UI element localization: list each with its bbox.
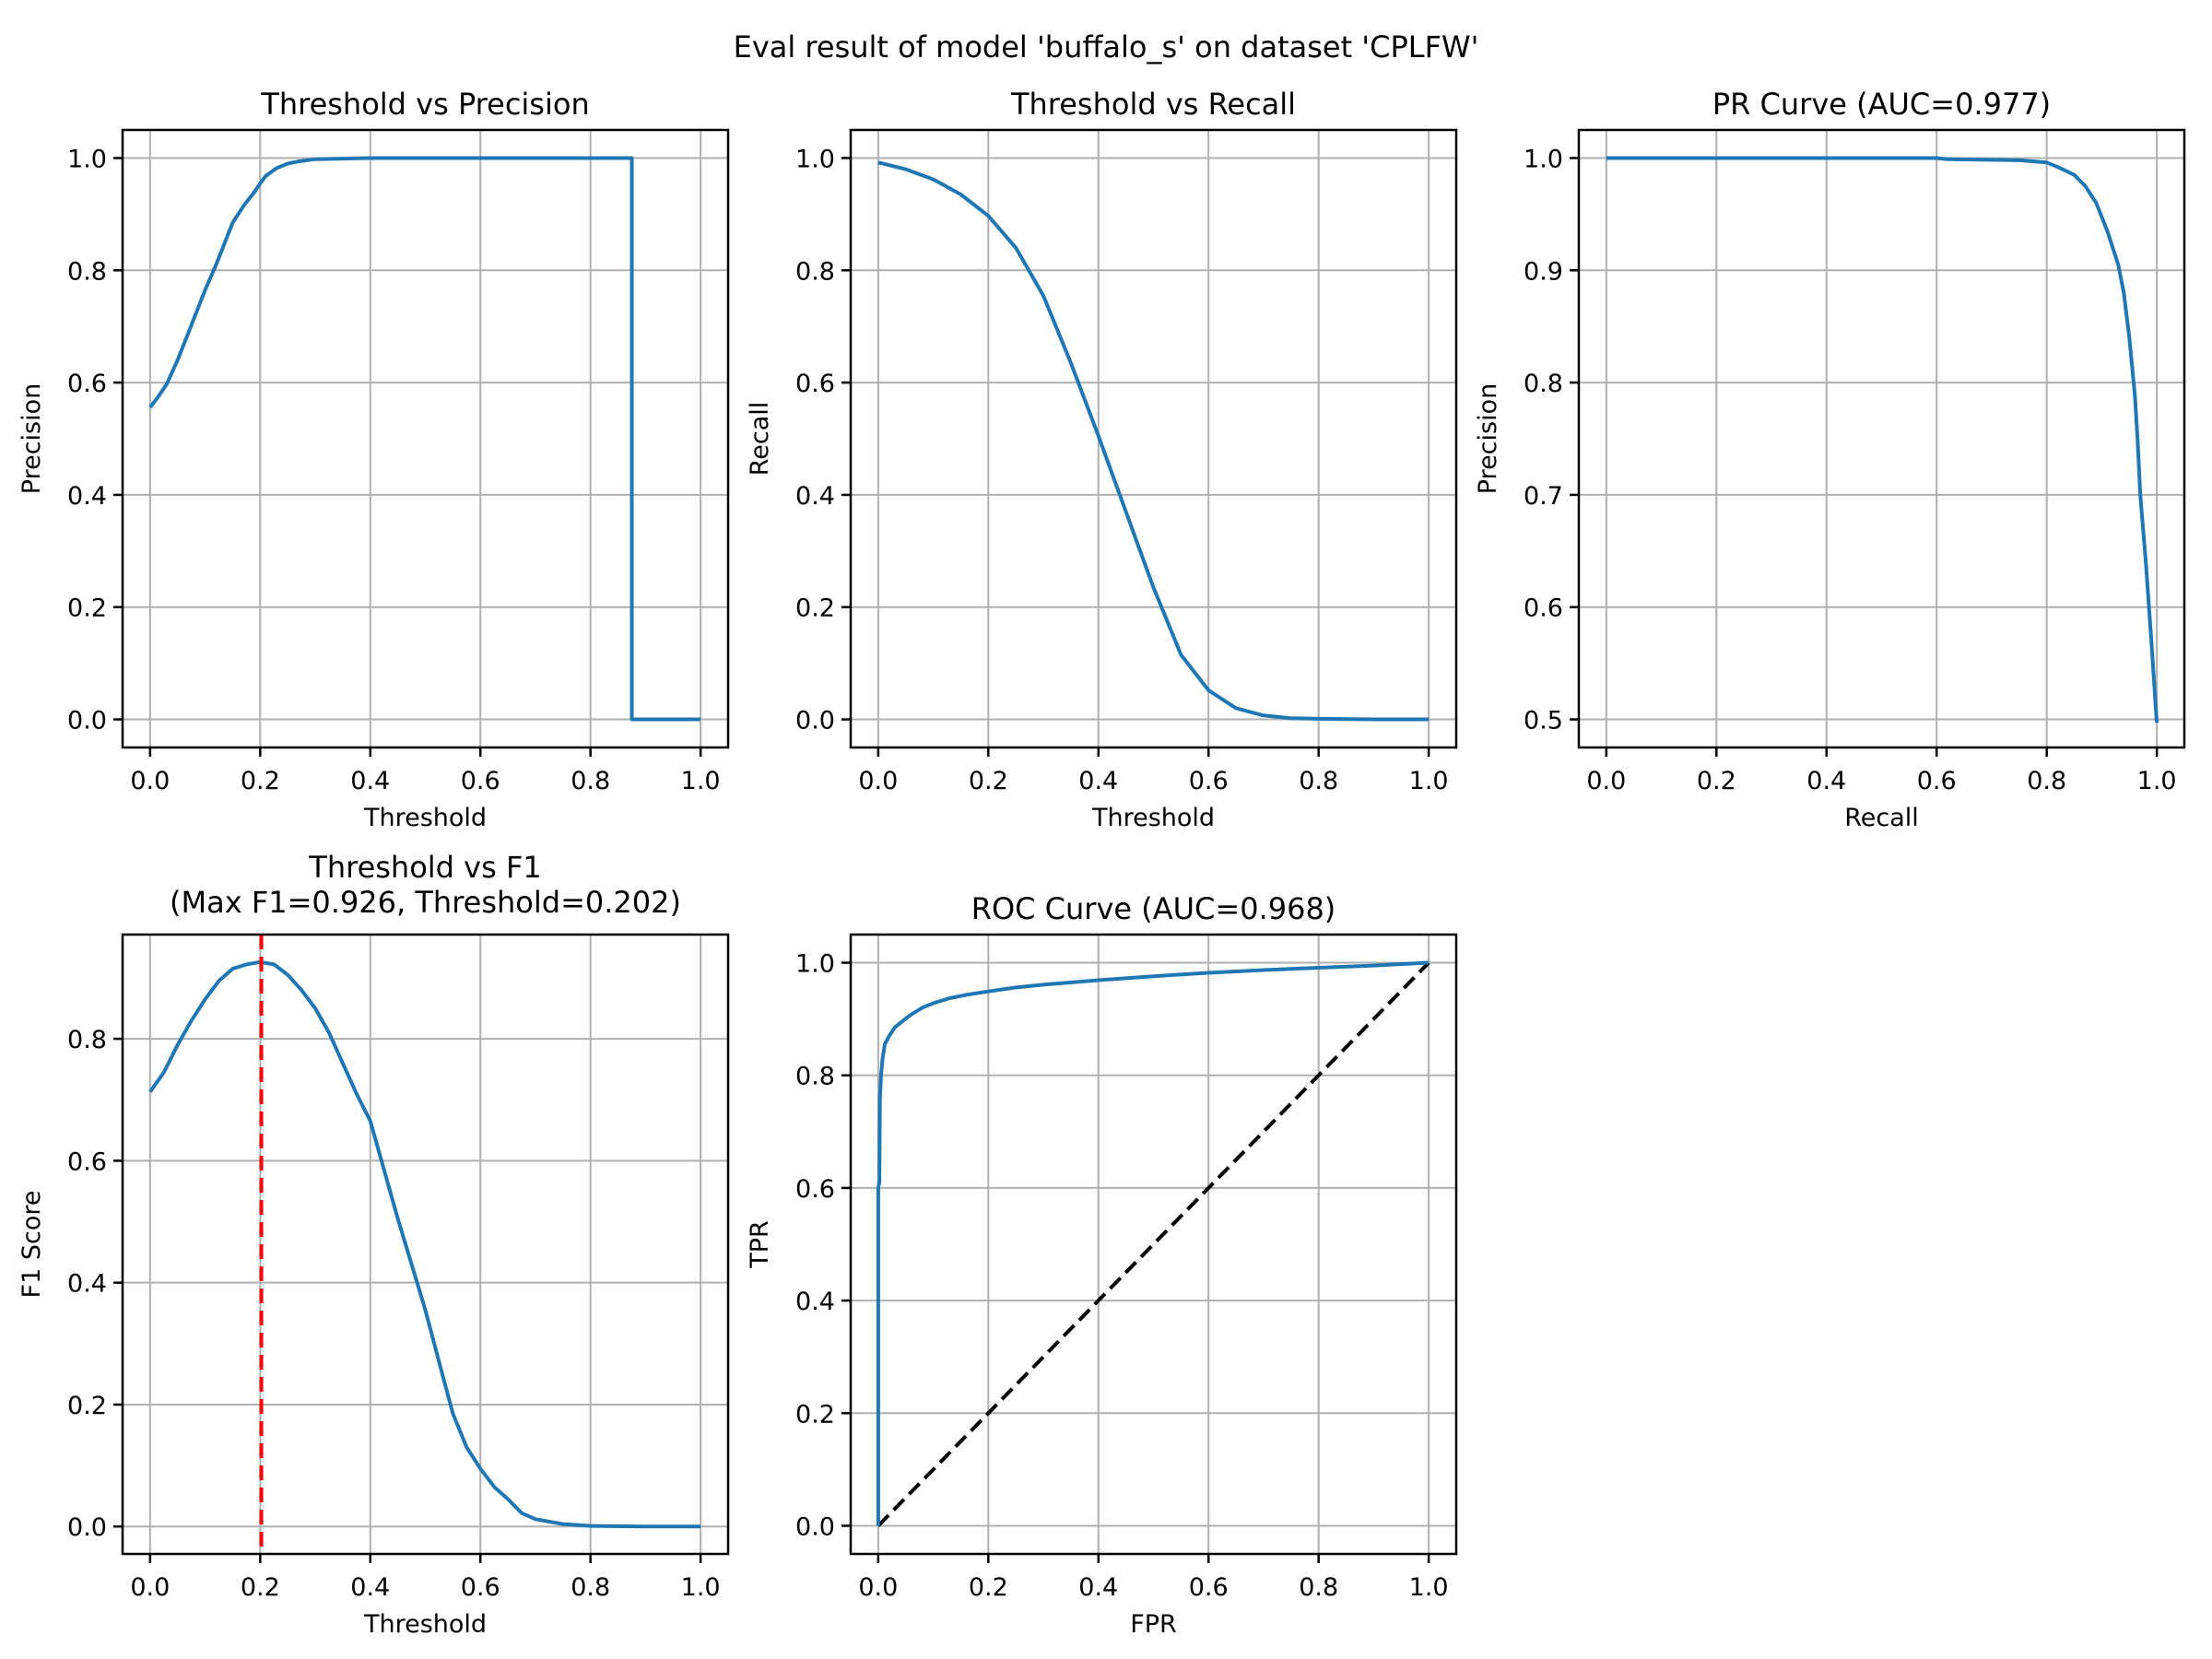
y-tick-label: 0.0 [795,1512,835,1541]
grid [123,935,728,1554]
y-tick-label: 0.0 [795,707,835,735]
y-tick-label: 0.7 [1524,482,1563,511]
axes-title: Threshold vs Precision [260,87,589,122]
x-tick-label: 0.0 [858,767,898,795]
figure-suptitle: Eval result of model 'buffalo_s' on data… [734,29,1479,65]
y-tick-label: 0.5 [1524,707,1563,735]
x-tick-label: 0.2 [241,767,280,795]
y-axis-label: TPR [746,1220,774,1269]
y-tick-label: 0.4 [67,1270,107,1299]
x-tick-label: 0.2 [241,1573,280,1602]
y-tick-label: 1.0 [795,950,835,979]
axes-title: PR Curve (AUC=0.977) [1712,87,2051,122]
y-tick-label: 0.4 [67,482,107,511]
series-line-pr [1606,156,2159,724]
x-tick-label: 0.4 [350,767,390,795]
x-tick-label: 0.4 [1078,1573,1118,1602]
x-tick-label: 0.8 [1299,767,1338,795]
x-tick-label: 0.8 [571,1573,610,1602]
y-tick-label: 1.0 [67,145,107,173]
diagonal-reference-line [877,961,1430,1527]
axes-title: ROC Curve (AUC=0.968) [971,891,1336,926]
x-tick-label: 0.2 [1697,767,1736,795]
axes-title: Threshold vs Recall [1010,87,1296,122]
x-tick-label: 0.0 [130,1573,170,1602]
y-tick-label: 0.6 [795,1175,835,1204]
x-tick-label: 0.8 [2027,767,2066,795]
axes-title-line: (Max F1=0.926, Threshold=0.202) [170,885,681,920]
series-line-precision [148,156,701,722]
y-tick-label: 0.8 [67,257,107,286]
axes-recall: 0.0 0.2 0.4 0.6 0.8 1.0 0.0 0.2 0.4 0.6 0.8 1.0 Thre… [746,87,1458,832]
x-tick-label: 0.8 [571,767,610,795]
axes-frame [1577,128,2186,749]
axes-roc: 0.0 0.2 0.4 0.6 0.8 1.0 0.0 0.2 0.4 0.6 0.8 1.0 FPR T… [746,891,1458,1639]
x-tick-label: 0.0 [858,1573,898,1602]
y-tick-label: 1.0 [795,145,835,173]
axes-frame [121,933,730,1556]
y-tick-label: 0.6 [67,1147,107,1176]
y-tick-label: 0.6 [1524,594,1563,623]
y-tick-label: 0.4 [795,482,835,511]
x-tick-label: 0.4 [350,1573,390,1602]
x-tick-label: 0.2 [969,767,1008,795]
axes-frame [849,933,1458,1556]
axes-f1: 0.0 0.2 0.4 0.6 0.8 1.0 0.0 0.2 0.4 0.6 0.8 Thresho… [18,850,730,1639]
axes-frame [121,128,730,749]
x-tick-label: 1.0 [1409,1573,1449,1602]
y-tick-label: 0.2 [67,1392,107,1420]
y-tick-label: 0.8 [1524,370,1563,398]
series-line-roc [876,960,1430,1526]
y-tick-label: 0.8 [67,1026,107,1054]
axes-container: 0.0 0.2 0.4 0.6 0.8 1.0 0.0 0.2 0.4 0.6 0.8 1.0 Thre… [18,87,2186,1639]
y-axis-label: F1 Score [18,1191,46,1299]
axes-frame [849,128,1458,749]
x-tick-label: 0.0 [130,767,170,795]
y-tick-label: 0.9 [1524,257,1563,286]
axes-precision: 0.0 0.2 0.4 0.6 0.8 1.0 0.0 0.2 0.4 0.6 0.8 1.0 Thre… [18,87,730,832]
x-tick-label: 0.4 [1806,767,1846,795]
x-axis-label: Threshold [363,1610,487,1639]
series-line-f1 [148,959,701,1529]
y-tick-label: 0.0 [67,707,107,735]
y-tick-label: 0.2 [795,1400,835,1429]
x-tick-label: 0.0 [1586,767,1626,795]
y-tick-label: 0.8 [795,257,835,286]
series-line-recall [877,160,1430,722]
x-axis-label: FPR [1130,1610,1177,1639]
y-tick-label: 0.6 [67,370,107,398]
x-tick-label: 1.0 [681,767,721,795]
x-tick-label: 1.0 [681,1573,721,1602]
axes-title-line: Threshold vs F1 [308,850,541,885]
x-tick-label: 1.0 [2137,767,2177,795]
x-tick-label: 0.8 [1299,1573,1338,1602]
x-tick-label: 0.2 [969,1573,1008,1602]
y-axis-label: Precision [18,383,46,494]
x-tick-label: 0.4 [1078,767,1118,795]
y-tick-label: 0.2 [795,594,835,623]
x-tick-label: 0.6 [461,767,500,795]
y-tick-label: 0.8 [795,1063,835,1091]
y-axis-label: Precision [1474,383,1502,494]
axes-pr_curve: 0.0 0.2 0.4 0.6 0.8 1.0 0.5 0.6 0.7 0.8 0.9 1.0 Reca… [1474,87,2186,832]
y-tick-label: 0.2 [67,594,107,623]
x-tick-label: 0.6 [1189,767,1229,795]
x-tick-label: 0.6 [461,1573,500,1602]
x-tick-label: 1.0 [1409,767,1449,795]
y-tick-label: 0.0 [67,1513,107,1542]
y-tick-label: 0.6 [795,370,835,398]
y-tick-label: 1.0 [1524,145,1563,173]
y-axis-label: Recall [746,402,774,477]
x-tick-label: 0.6 [1917,767,1957,795]
x-axis-label: Recall [1844,804,1919,832]
y-tick-label: 0.4 [795,1288,835,1316]
x-tick-label: 0.6 [1189,1573,1229,1602]
x-axis-label: Threshold [1091,804,1215,832]
x-axis-label: Threshold [363,804,487,832]
